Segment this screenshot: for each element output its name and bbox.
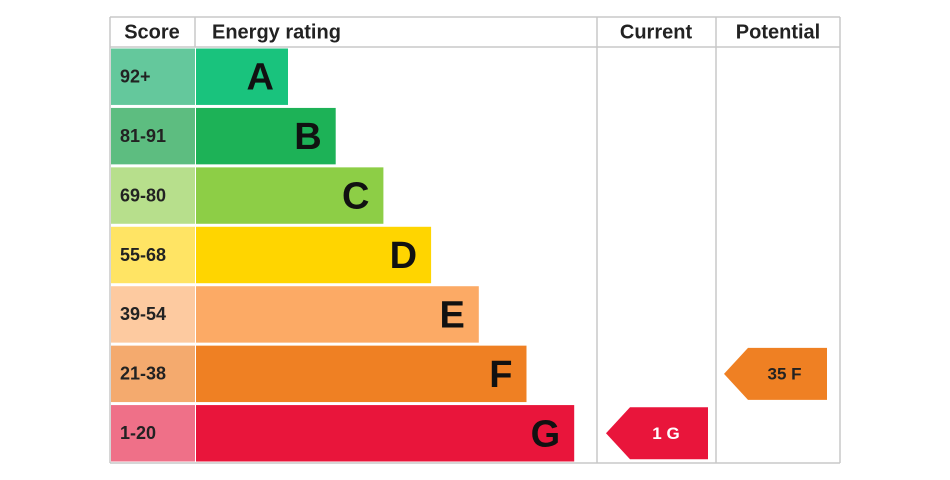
rating-bar (196, 107, 336, 165)
rating-bar (196, 405, 575, 462)
frame (109, 16, 841, 464)
header-potential: Potential (736, 21, 820, 43)
current-label: 1 G (652, 424, 679, 443)
header-rating: Energy rating (212, 21, 341, 43)
score-cell (111, 286, 195, 343)
score-label: 55-68 (120, 245, 166, 265)
header-score: Score (124, 21, 180, 43)
rating-bar (196, 48, 288, 105)
score-label: 1-20 (120, 423, 156, 443)
score-cell (111, 345, 195, 403)
potential-arrow (724, 347, 827, 400)
rating-letter: F (489, 354, 512, 396)
score-label: 92+ (120, 66, 151, 86)
rating-bar (196, 167, 384, 224)
score-cell (111, 107, 195, 165)
score-label: 39-54 (120, 304, 166, 324)
potential-label: 35 F (767, 364, 801, 383)
score-cell (111, 226, 195, 284)
rating-letter: A (247, 57, 274, 99)
rating-letter: E (439, 294, 464, 336)
rating-bar (196, 226, 432, 284)
score-label: 81-91 (120, 126, 166, 146)
score-cell (111, 167, 195, 224)
rating-letter: B (294, 116, 321, 158)
current-arrow (606, 407, 708, 460)
score-cell (111, 48, 195, 105)
rating-bar (196, 286, 479, 343)
rating-letter: D (390, 235, 417, 277)
rating-letter: C (342, 176, 369, 218)
score-label: 69-80 (120, 185, 166, 205)
rating-bar (196, 345, 527, 403)
rating-letter: G (531, 413, 561, 455)
header-current: Current (620, 21, 693, 43)
score-cell (111, 405, 195, 462)
score-label: 21-38 (120, 364, 166, 384)
